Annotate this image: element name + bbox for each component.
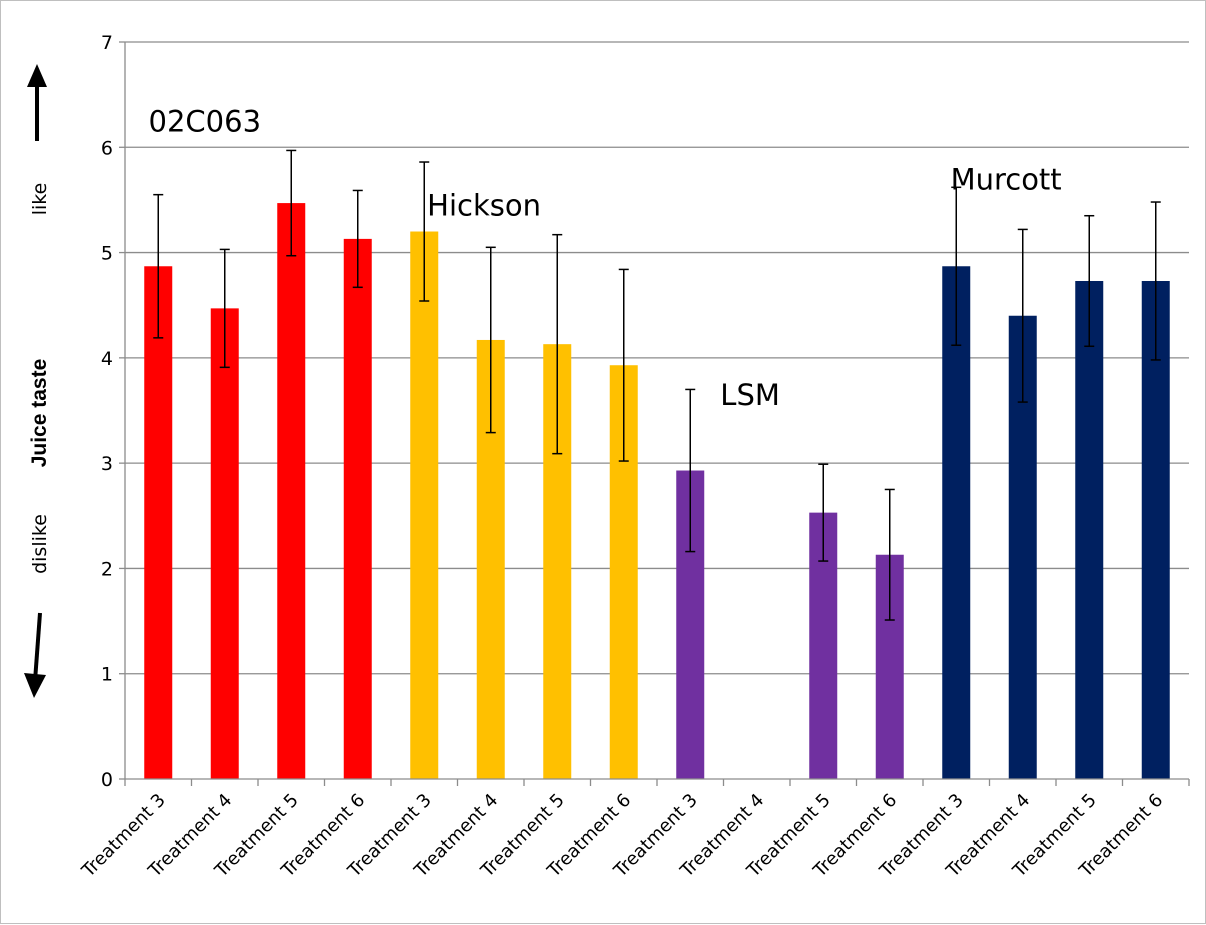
y-tick-label: 3: [101, 453, 113, 475]
bars: [144, 203, 1170, 780]
bar-02c063-5: [277, 203, 306, 779]
y-tick-label: 5: [101, 243, 113, 265]
bar-murcott-5: [1075, 280, 1104, 779]
bar-02c063-4: [210, 308, 239, 779]
group-labels: 02C063 Hickson LSM Murcott: [149, 104, 1062, 412]
group-label-lsm: LSM: [720, 378, 780, 412]
down-arrow-icon: [24, 612, 46, 698]
y-tick-label: 6: [101, 137, 113, 159]
error-bars: [153, 149, 1161, 621]
up-arrow-icon: [27, 64, 47, 141]
group-label-hickson: Hickson: [427, 189, 541, 223]
group-label-02c063: 02C063: [149, 104, 262, 138]
group-label-murcott: Murcott: [951, 162, 1062, 196]
y-tick-label: 7: [101, 32, 113, 54]
y-side-label-like: like: [29, 183, 51, 216]
bar-murcott-6: [1141, 280, 1170, 779]
bar-murcott-3: [942, 266, 971, 780]
y-tick-label: 0: [101, 769, 113, 791]
tick-labels: 0 1 2 3 4 5 6 7: [101, 32, 113, 791]
y-tick-label: 2: [101, 558, 113, 580]
y-tick-label: 4: [101, 348, 113, 370]
bar-02c063-3: [144, 266, 173, 780]
y-side-label-dislike: dislike: [29, 514, 51, 574]
bar-02c063-6: [343, 238, 372, 780]
y-axis-label: Juice taste: [28, 359, 51, 468]
y-tick-label: 1: [101, 664, 113, 686]
bar-hickson-3: [410, 231, 439, 779]
axes: [124, 42, 1190, 786]
